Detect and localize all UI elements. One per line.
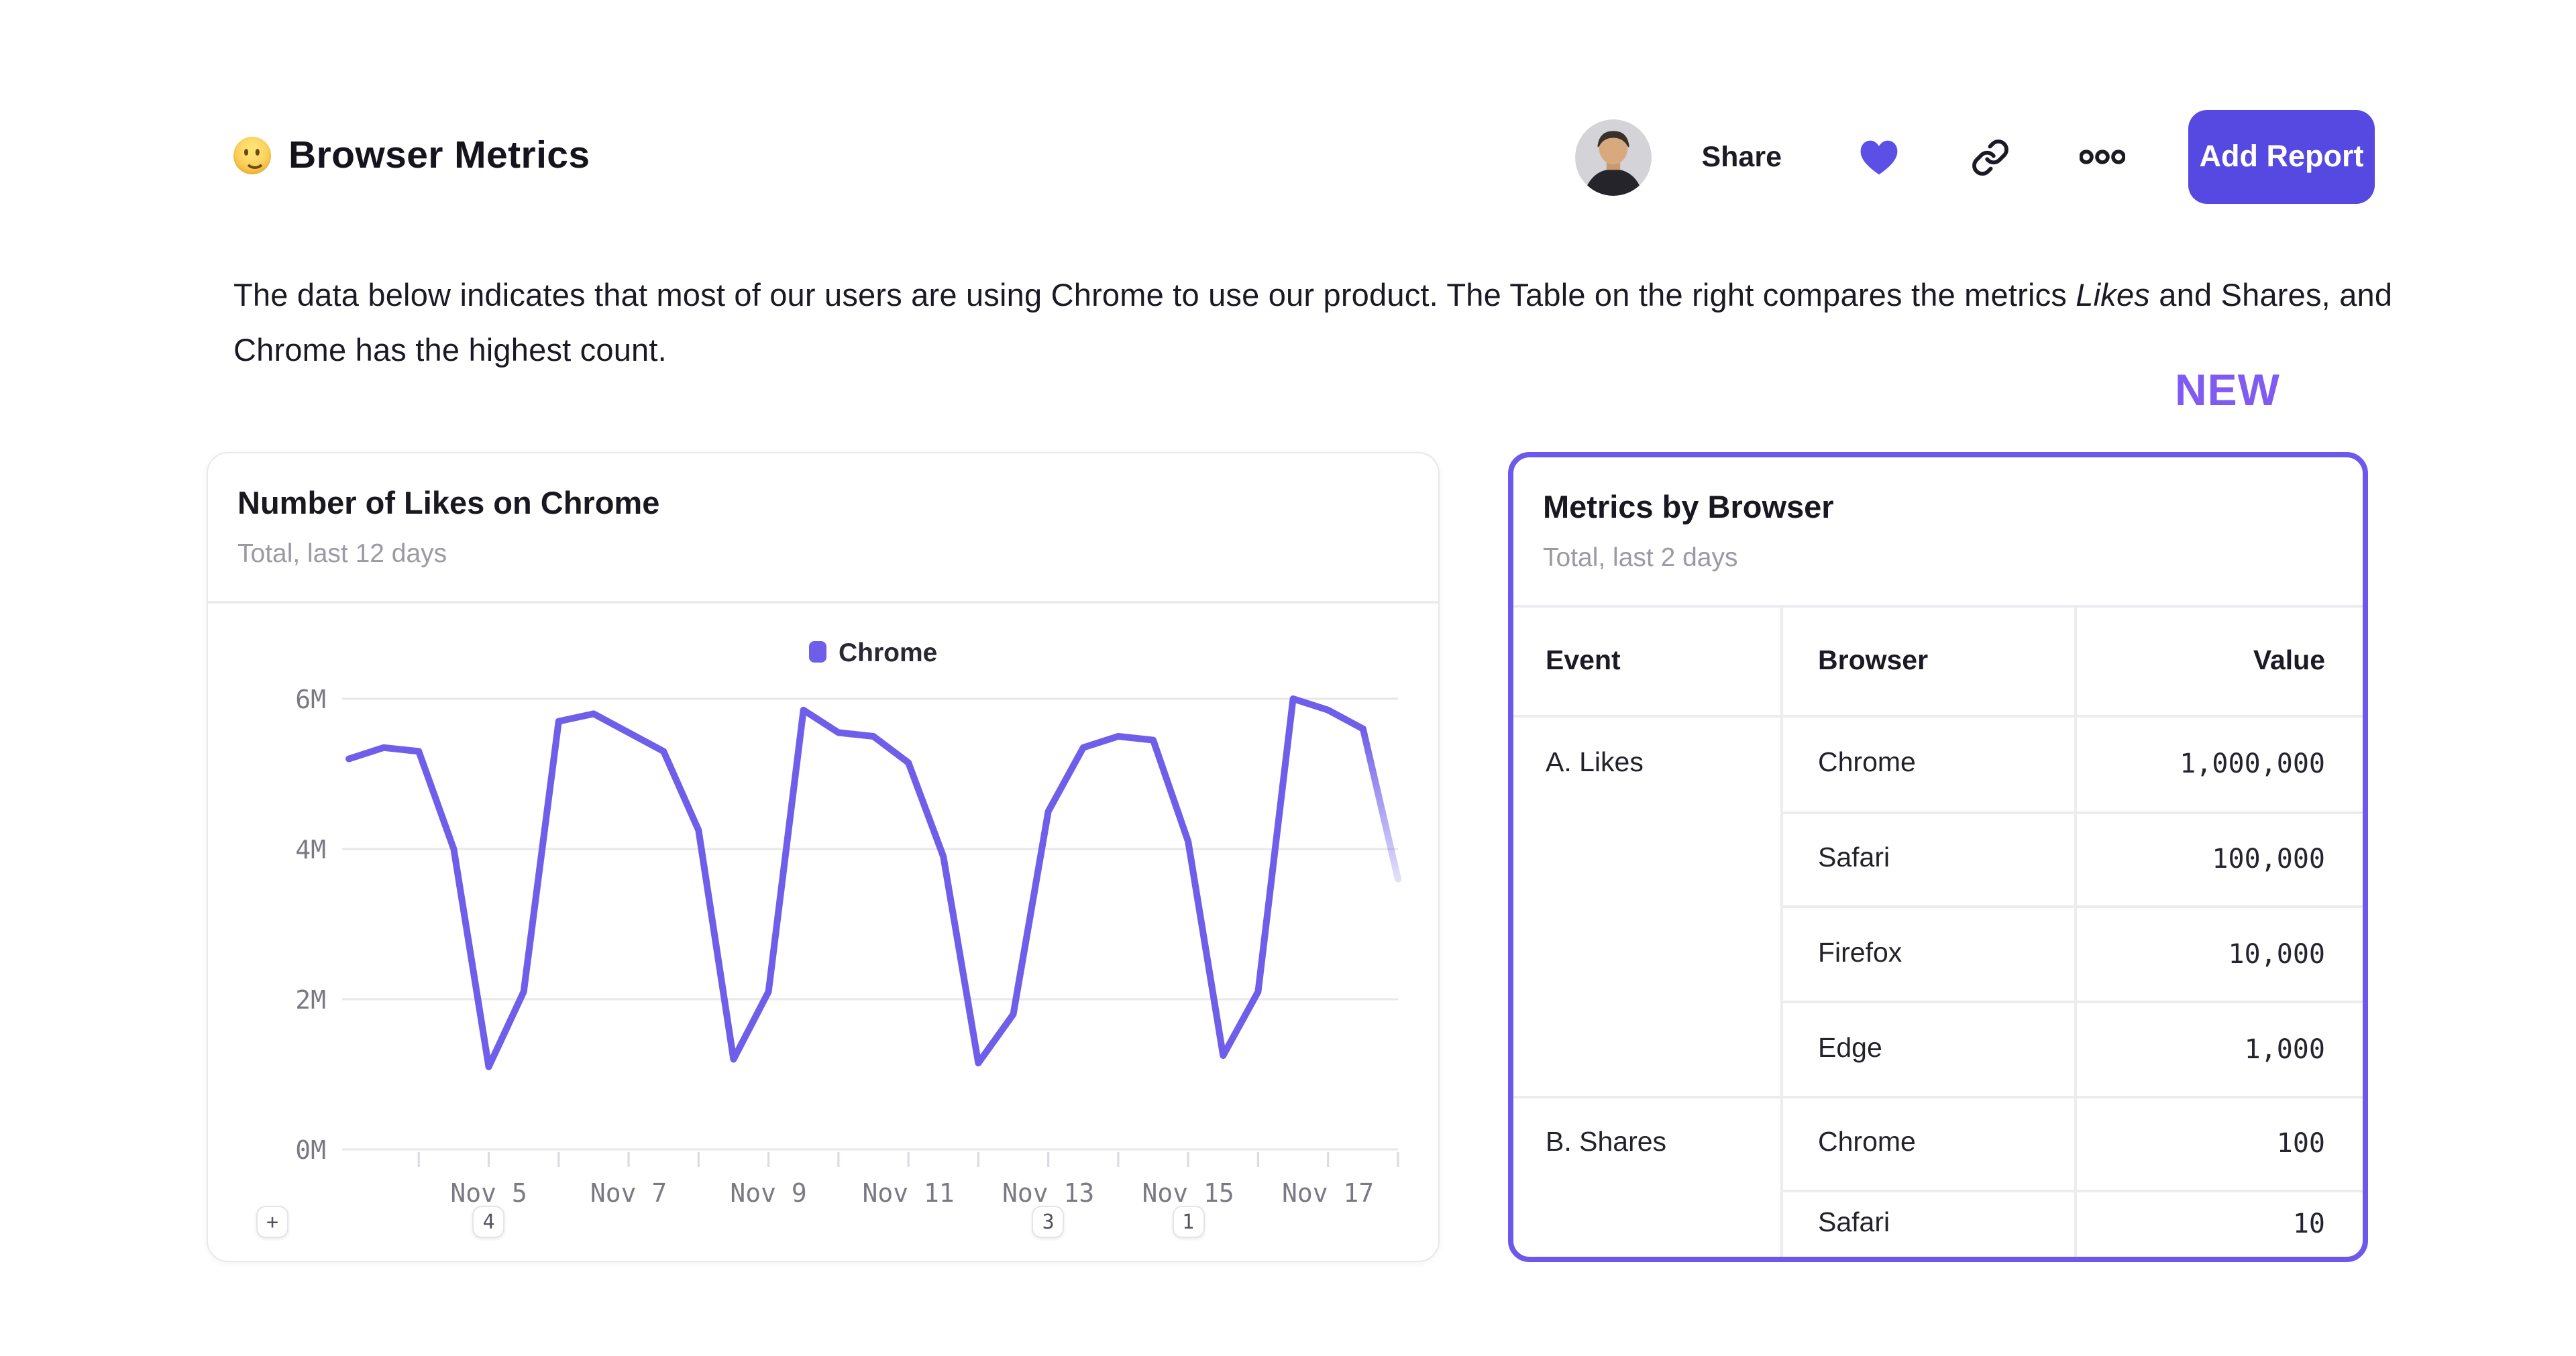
annotation-row: +4 3 1	[208, 1206, 1437, 1238]
x-axis-label: Nov 15	[1142, 1178, 1234, 1208]
x-axis-label: Nov 9	[730, 1178, 806, 1208]
annotation-count-badge[interactable]: 3	[1032, 1206, 1065, 1238]
row-divider	[1780, 1190, 2363, 1192]
page-title: Browser Metrics	[288, 133, 590, 176]
x-axis-label: Nov 11	[862, 1178, 954, 1208]
row-divider	[1780, 811, 2363, 813]
row-divider	[1780, 1001, 2363, 1003]
y-axis-label: 2M	[295, 985, 326, 1015]
x-axis-label: Nov 13	[1002, 1178, 1094, 1208]
more-options-icon[interactable]	[2080, 148, 2125, 166]
table-card-title: Metrics by Browser	[1543, 490, 1834, 524]
x-axis-label: Nov 5	[450, 1178, 527, 1208]
chart-card: Number of Likes on Chrome Total, last 12…	[207, 452, 1440, 1262]
add-report-button[interactable]: Add Report	[2188, 110, 2375, 204]
y-axis-label: 6M	[295, 685, 326, 714]
new-badge: NEW	[2175, 365, 2280, 414]
value-cell: 100,000	[2212, 842, 2325, 874]
browser-cell: Safari	[1818, 842, 1890, 873]
column-header-event: Event	[1546, 644, 1621, 675]
value-cell: 100	[2276, 1127, 2325, 1159]
page-title-block: Browser Metrics	[233, 121, 590, 190]
annotation-count-badge[interactable]: 1	[1172, 1206, 1205, 1238]
table-card-subtitle: Total, last 2 days	[1543, 543, 1738, 573]
add-annotation-button[interactable]: +	[256, 1206, 288, 1238]
chart-card-subtitle: Total, last 12 days	[237, 539, 447, 569]
annotation-count-badge[interactable]: 4	[472, 1206, 505, 1238]
avatar-photo	[1575, 119, 1652, 195]
card-divider	[1513, 605, 2363, 607]
legend-label: Chrome	[839, 638, 937, 667]
x-axis-label: Nov 17	[1282, 1178, 1374, 1208]
browser-cell: Edge	[1818, 1032, 1882, 1063]
copy-link-icon[interactable]	[1971, 137, 2010, 176]
share-button[interactable]: Share	[1701, 140, 1782, 172]
value-cell: 1,000	[2244, 1032, 2325, 1064]
header-actions: Share Add Report	[1575, 110, 2375, 204]
card-divider	[208, 601, 1438, 603]
description-italic-word: Likes	[2076, 278, 2151, 313]
chrome-series-line	[345, 695, 1366, 1070]
chart-card-title: Number of Likes on Chrome	[237, 486, 660, 520]
description-before: The data below indicates that most of ou…	[233, 278, 2076, 313]
y-axis-label: 0M	[295, 1135, 326, 1165]
value-cell: 10,000	[2228, 937, 2326, 969]
value-cell: 1,000,000	[2180, 747, 2325, 779]
line-chart[interactable]: 0M 2M 4M 6M Nov 5 Nov 7 Nov 9 Nov 11 Nov 13 Nov 1…	[208, 602, 1437, 1249]
favorite-heart-icon[interactable]	[1858, 137, 1900, 176]
chrome-series-line-partial	[1359, 725, 1401, 883]
description-after: and Shares, and Chrome has the highest c…	[233, 278, 2393, 368]
x-axis-label: Nov 7	[590, 1178, 667, 1208]
column-divider	[2074, 606, 2076, 1257]
browser-cell: Safari	[1818, 1207, 1890, 1238]
value-cell: 10	[2292, 1207, 2325, 1239]
legend-item-chrome[interactable]: Chrome	[809, 638, 937, 667]
event-cell: A. Likes	[1546, 747, 1644, 778]
column-header-browser: Browser	[1818, 644, 1929, 675]
group-divider	[1513, 1096, 2363, 1098]
y-axis-label: 4M	[295, 835, 326, 864]
event-cell: B. Shares	[1546, 1127, 1667, 1157]
slightly-smiling-face-emoji	[233, 137, 271, 174]
row-divider	[1780, 905, 2363, 907]
browser-cell: Chrome	[1818, 1127, 1916, 1157]
avatar[interactable]	[1575, 119, 1652, 195]
metrics-table: Event Browser Value A. Likes Chrome 1,000,000…	[1513, 457, 2363, 1257]
row-divider	[1513, 715, 2363, 717]
legend-swatch	[809, 641, 826, 663]
browser-cell: Firefox	[1818, 937, 1902, 968]
column-header-value: Value	[2253, 644, 2325, 675]
description-text: The data below indicates that most of ou…	[233, 268, 2396, 378]
browser-cell: Chrome	[1818, 747, 1916, 778]
column-divider	[1780, 606, 1782, 1257]
table-card: Metrics by Browser Total, last 2 days Ev…	[1508, 452, 2368, 1262]
